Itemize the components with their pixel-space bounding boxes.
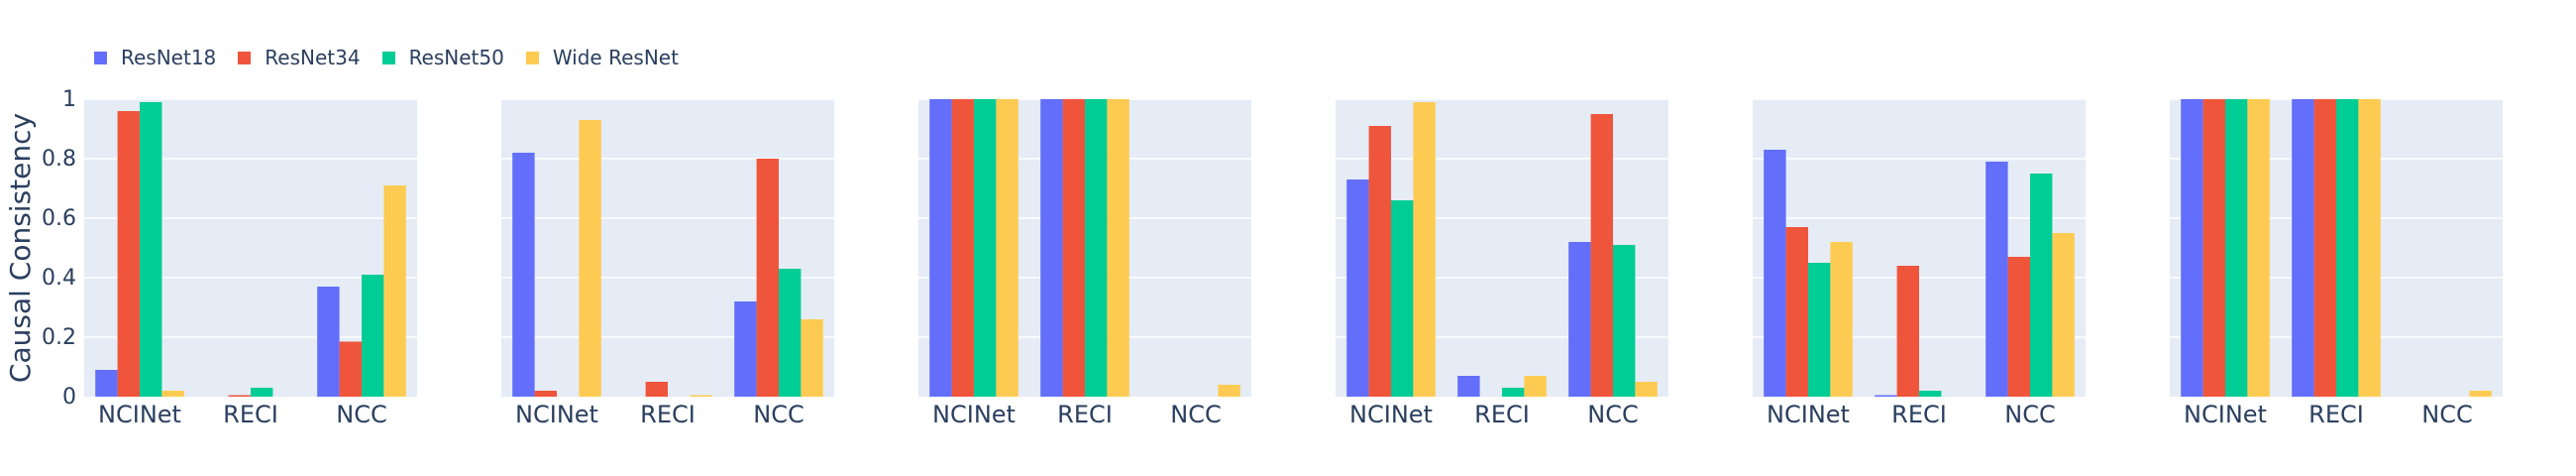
bar-resnet50-ncinet (2225, 99, 2248, 397)
x-tick-label: RECI (1057, 401, 1113, 428)
bar-wide-resnet-ncc (2052, 233, 2075, 397)
bar-resnet50-reci (1919, 391, 1942, 397)
bar-wide-resnet-reci (1524, 376, 1547, 397)
y-tick-label: 0.6 (42, 206, 76, 231)
bar-resnet50-reci (1502, 388, 1525, 397)
x-tick-label: NCINet (2184, 401, 2267, 428)
bar-resnet50-ncc (362, 275, 384, 397)
bar-resnet18-reci (1457, 376, 1480, 397)
bar-wide-resnet-ncc (1218, 385, 1240, 397)
legend-item-resnet34[interactable]: ResNet34 (238, 46, 361, 69)
x-tick-label: NCC (336, 401, 386, 428)
bar-resnet50-ncc (2030, 174, 2053, 397)
bar-resnet34-reci (2313, 99, 2336, 397)
legend-swatch (381, 51, 395, 64)
bar-resnet18-ncc (1986, 162, 2008, 397)
bar-resnet34-ncc (756, 159, 779, 397)
bar-resnet50-ncinet (1391, 200, 1414, 397)
bar-wide-resnet-ncc (2469, 391, 2492, 397)
bar-resnet34-ncc (339, 341, 362, 397)
bar-resnet34-reci (228, 395, 251, 397)
bar-resnet18-ncinet (1346, 179, 1369, 397)
bar-wide-resnet-ncc (801, 319, 823, 397)
bar-wide-resnet-ncinet (2247, 99, 2270, 397)
bar-resnet50-reci (2336, 99, 2359, 397)
legend-label: Wide ResNet (552, 46, 679, 69)
bar-resnet34-ncinet (951, 99, 974, 397)
bar-resnet18-ncinet (95, 370, 118, 397)
bar-resnet18-ncinet (512, 153, 535, 397)
bar-wide-resnet-ncinet (1413, 102, 1436, 397)
y-tick-label: 0.2 (42, 325, 76, 350)
x-tick-label: RECI (640, 401, 696, 428)
legend-swatch (238, 51, 252, 64)
bar-resnet18-reci (1875, 395, 1897, 397)
bar-resnet18-reci (2292, 99, 2314, 397)
y-tick-label: 0 (62, 385, 76, 410)
x-tick-label: NCINet (98, 401, 181, 428)
x-tick-label: RECI (223, 401, 278, 428)
bar-resnet34-reci (645, 382, 668, 397)
bar-resnet34-ncc (1590, 114, 1613, 397)
x-tick-label: RECI (1474, 401, 1530, 428)
bar-resnet18-ncc (734, 301, 757, 397)
legend-item-resnet50[interactable]: ResNet50 (381, 46, 504, 69)
x-tick-label: NCC (753, 401, 804, 428)
x-tick-label: NCC (1587, 401, 1638, 428)
legend-item-resnet18[interactable]: ResNet18 (94, 46, 216, 69)
y-tick-label: 0.4 (42, 266, 76, 291)
bar-wide-resnet-reci (1107, 99, 1129, 397)
bar-wide-resnet-ncinet (161, 391, 184, 397)
bar-resnet18-ncinet (929, 99, 952, 397)
legend-label: ResNet34 (265, 46, 361, 69)
bar-wide-resnet-ncinet (579, 120, 601, 397)
bar-resnet18-reci (1040, 99, 1063, 397)
x-tick-label: NCC (1170, 401, 1221, 428)
x-tick-label: NCINet (515, 401, 598, 428)
bar-resnet18-ncc (317, 287, 340, 397)
x-tick-label: NCINet (1349, 401, 1433, 428)
bar-wide-resnet-ncc (1635, 382, 1658, 397)
bar-resnet50-ncinet (974, 99, 997, 397)
bar-resnet50-ncinet (1808, 263, 1831, 397)
bar-wide-resnet-reci (2358, 99, 2381, 397)
bar-resnet50-ncc (779, 269, 802, 397)
bar-resnet18-ncinet (1764, 150, 1786, 397)
bar-resnet50-reci (1085, 99, 1108, 397)
bar-resnet34-ncinet (117, 111, 140, 397)
bar-resnet34-ncinet (1368, 126, 1391, 397)
x-tick-label: NCINet (932, 401, 1016, 428)
bar-resnet50-ncc (1613, 245, 1636, 397)
bar-wide-resnet-ncc (383, 185, 406, 397)
legend-label: ResNet50 (408, 46, 504, 69)
y-axis-title: Causal Consistency (4, 113, 37, 383)
x-tick-label: RECI (2308, 401, 2364, 428)
x-tick-label: NCC (2004, 401, 2055, 428)
bar-resnet34-reci (1062, 99, 1085, 397)
bar-resnet18-ncc (1568, 242, 1591, 397)
bar-resnet34-ncinet (2202, 99, 2225, 397)
y-tick-label: 1 (62, 87, 76, 112)
x-tick-label: NCINet (1767, 401, 1850, 428)
bar-wide-resnet-reci (690, 395, 712, 397)
legend-swatch (94, 51, 107, 64)
bar-wide-resnet-ncinet (996, 99, 1019, 397)
bar-resnet18-ncinet (2181, 99, 2203, 397)
legend-label: ResNet18 (121, 46, 217, 69)
bar-resnet34-reci (1896, 266, 1919, 397)
bar-resnet34-ncc (2007, 257, 2030, 397)
y-tick-label: 0.8 (42, 147, 76, 172)
x-tick-label: NCC (2421, 401, 2472, 428)
bar-wide-resnet-ncinet (1830, 242, 1853, 397)
chart-legend: ResNet18 ResNet34 ResNet50 Wide ResNet (94, 46, 700, 69)
legend-swatch (525, 51, 539, 64)
bar-resnet34-ncinet (534, 391, 557, 397)
legend-item-wide-resnet[interactable]: Wide ResNet (525, 46, 679, 69)
bar-resnet50-ncinet (140, 102, 162, 397)
bar-resnet34-ncinet (1785, 227, 1808, 397)
x-tick-label: RECI (1891, 401, 1947, 428)
bar-resnet50-reci (251, 388, 273, 397)
